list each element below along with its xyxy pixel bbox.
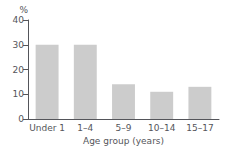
svg-text:0: 0 [18, 114, 24, 124]
svg-text:10: 10 [13, 89, 25, 99]
svg-text:15–17: 15–17 [186, 123, 213, 133]
svg-text:Under 1: Under 1 [29, 123, 65, 133]
svg-text:Age group (years): Age group (years) [83, 136, 164, 146]
svg-text:40: 40 [13, 15, 25, 25]
svg-text:30: 30 [13, 40, 25, 50]
svg-text:1–4: 1–4 [77, 123, 93, 133]
svg-text:20: 20 [13, 65, 25, 75]
svg-text:%: % [19, 5, 28, 15]
svg-text:5–9: 5–9 [116, 123, 132, 133]
svg-text:10–14: 10–14 [148, 123, 176, 133]
